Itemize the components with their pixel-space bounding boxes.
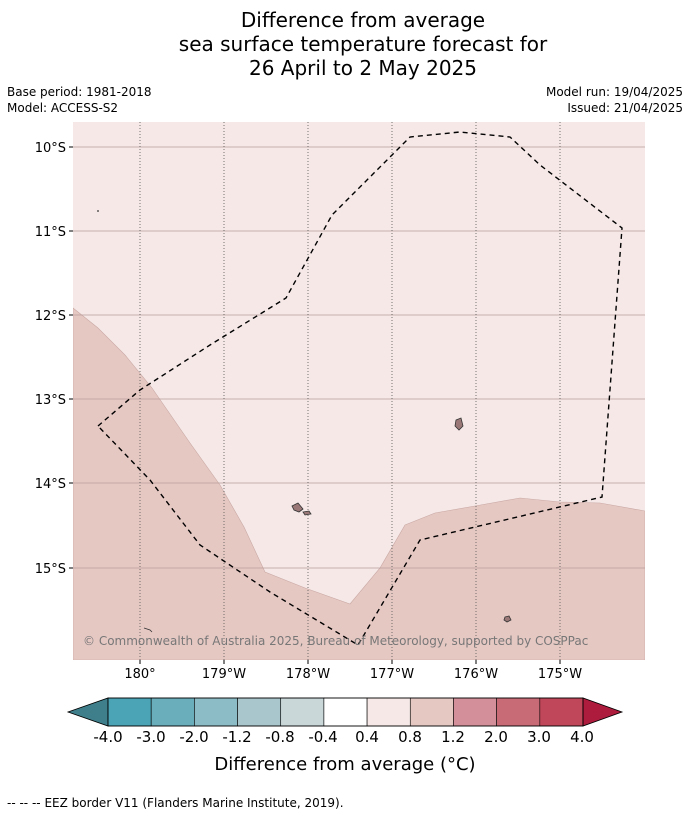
colorbar-swatch <box>496 697 541 727</box>
model-name: Model: ACCESS-S2 <box>7 101 119 115</box>
lat-label-15s: 15°S <box>35 562 66 577</box>
eez-legend-text: EEZ border V11 (Flanders Marine Institut… <box>44 796 344 810</box>
lon-label-175w: 175°W <box>538 667 582 682</box>
cb-tick-label: -1.2 <box>222 728 252 746</box>
base-period: Base period: 1981-2018 <box>7 85 152 99</box>
lon-ticks <box>139 660 561 664</box>
cb-tick-label: -2.0 <box>179 728 209 746</box>
colorbar-swatch <box>323 697 368 727</box>
latitude-axis: 10°S 11°S 12°S 13°S 14°S 15°S <box>35 141 66 577</box>
meta-right: Model run: 19/04/2025 Issued: 21/04/2025 <box>546 84 683 116</box>
colorbar-segments <box>107 697 584 727</box>
longitude-axis: 180° 179°W 178°W 177°W 176°W 175°W <box>124 667 582 682</box>
cb-tick-label: -0.4 <box>308 728 338 746</box>
lon-label-178w: 178°W <box>286 667 330 682</box>
lon-label-177w: 177°W <box>370 667 414 682</box>
colorbar-swatch <box>453 697 497 727</box>
island-dot <box>97 210 99 212</box>
colorbar-label: Difference from average (°C) <box>214 754 476 775</box>
eez-legend-symbol: -- -- -- <box>7 796 41 810</box>
cb-tick-label: 1.2 <box>441 728 465 746</box>
graticule <box>73 122 645 660</box>
island-wallis <box>291 502 304 513</box>
lat-ticks <box>69 146 73 569</box>
colorbar-swatch <box>366 697 411 727</box>
model-run: Model run: 19/04/2025 <box>545 85 683 99</box>
colorbar-high-arrow <box>582 697 624 727</box>
cb-tick-label: 4.0 <box>570 728 594 746</box>
cb-tick-label: 3.0 <box>527 728 551 746</box>
island-reef <box>143 627 153 633</box>
cb-tick-label: -4.0 <box>93 728 123 746</box>
lat-label-11s: 11°S <box>35 225 66 240</box>
eez-legend: -- -- -- EEZ border V11 (Flanders Marine… <box>7 796 344 810</box>
colorbar-swatch <box>107 697 152 727</box>
colorbar-tick-labels: -4.0 -3.0 -2.0 -1.2 -0.8 -0.4 0.4 0.8 1.… <box>0 728 690 748</box>
island-niuafoou <box>454 417 464 431</box>
lat-label-13s: 13°S <box>35 393 66 408</box>
meta-left: Base period: 1981-2018 Model: ACCESS-S2 <box>7 84 152 116</box>
lon-label-176w: 176°W <box>454 667 498 682</box>
island-niuatoputapu <box>503 615 512 623</box>
colorbar-low-arrow <box>66 697 109 727</box>
title-line-1: Difference from average <box>240 8 486 32</box>
lon-label-179w: 179°W <box>202 667 246 682</box>
lat-label-10s: 10°S <box>35 141 66 156</box>
chart-title: Difference from average sea surface temp… <box>0 8 690 80</box>
colorbar-swatch <box>409 697 454 727</box>
eez-border <box>96 131 623 646</box>
cb-tick-label: 0.4 <box>355 728 379 746</box>
colorbar-frame <box>107 697 584 727</box>
issued-date: Issued: 21/04/2025 <box>567 101 683 115</box>
colorbar-swatch <box>237 697 282 727</box>
colorbar-swatch <box>150 697 195 727</box>
cb-tick-label: -0.8 <box>265 728 295 746</box>
lon-label-180: 180° <box>124 667 155 682</box>
island-futuna <box>302 510 312 516</box>
colorbar-swatch <box>539 697 584 727</box>
islands <box>97 210 512 633</box>
lat-label-14s: 14°S <box>35 477 66 492</box>
copyright-notice: © Commonwealth of Australia 2025, Bureau… <box>83 634 588 648</box>
colorbar-swatch <box>194 697 238 727</box>
cb-tick-label: -3.0 <box>136 728 166 746</box>
title-line-2: sea surface temperature forecast for <box>178 32 548 56</box>
lat-label-12s: 12°S <box>35 309 66 324</box>
cb-tick-label: 2.0 <box>484 728 508 746</box>
colorbar <box>66 697 624 727</box>
cb-tick-label: 0.8 <box>398 728 422 746</box>
colorbar-swatch <box>280 697 325 727</box>
title-line-3: 26 April to 2 May 2025 <box>249 56 477 80</box>
